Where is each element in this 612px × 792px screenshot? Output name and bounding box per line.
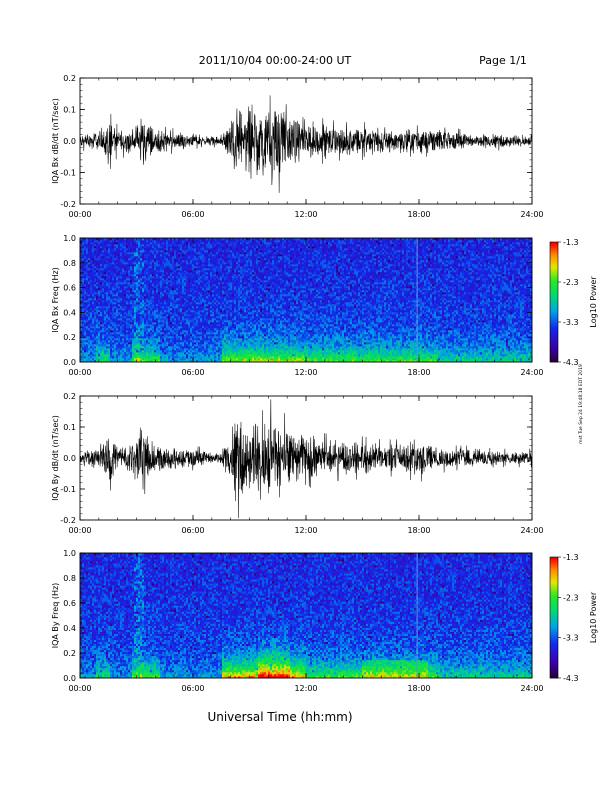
y-tick-label: -0.1 (60, 169, 76, 178)
x-axis-label: Universal Time (hh:mm) (207, 710, 352, 724)
colorbar-tick-label: -4.3 (563, 674, 579, 683)
y-tick-label: 1.0 (63, 234, 76, 243)
y-tick-label: 0.0 (63, 674, 76, 683)
y-axis-label: IQA Bx dB/dt (nT/sec) (51, 98, 60, 184)
x-tick-label: 24:00 (520, 368, 543, 377)
y-tick-label: 0.2 (63, 649, 76, 658)
colorbar-tick-label: -1.3 (563, 238, 579, 247)
panel-4: -1.3 -2.3 -3.3 -4.3 Log10 Power 00:00 06:00 12:… (51, 549, 598, 693)
y-axis-label: IQA Bx Freq (Hz) (51, 267, 60, 333)
y-tick-label: 0.4 (63, 308, 76, 317)
x-tick-label: 24:00 (520, 210, 543, 219)
timestamp-stamp: mst Tue Sep 24 19:48:18 EDT 2019 (578, 364, 584, 444)
colorbar-tick-label: -2.3 (563, 593, 579, 602)
x-tick-label: 12:00 (294, 210, 317, 219)
y-tick-label: 1.0 (63, 549, 76, 558)
x-tick-label: 00:00 (68, 526, 91, 535)
colorbar: -1.3 -2.3 -3.3 -4.3 Log10 Power (550, 553, 598, 683)
x-tick-label: 06:00 (181, 368, 204, 377)
y-tick-label: 0.0 (63, 137, 76, 146)
figure: 2011/10/04 00:00-24:00 UT Page 1/1 00:00… (0, 0, 612, 792)
colorbar-tick-label: -2.3 (563, 278, 579, 287)
x-tick-label: 24:00 (520, 684, 543, 693)
colorbar: -1.3 -2.3 -3.3 -4.3 Log10 Power (550, 238, 598, 367)
x-tick-label: 18:00 (407, 368, 430, 377)
y-tick-label: 0.2 (63, 333, 76, 342)
y-tick-label: 0.2 (63, 392, 76, 401)
figure-title: 2011/10/04 00:00-24:00 UT (199, 54, 352, 67)
x-tick-label: 24:00 (520, 526, 543, 535)
x-tick-label: 00:00 (68, 368, 91, 377)
x-tick-label: 18:00 (407, 684, 430, 693)
colorbar-tick-label: -3.3 (563, 318, 579, 327)
y-tick-label: 0.8 (63, 259, 76, 268)
colorbar-tick-label: -1.3 (563, 553, 579, 562)
y-tick-label: -0.2 (60, 516, 76, 525)
colorbar-tick-label: -4.3 (563, 358, 579, 367)
y-tick-label: 0.0 (63, 358, 76, 367)
x-tick-label: 00:00 (68, 210, 91, 219)
y-tick-label: 0.4 (63, 624, 76, 633)
y-tick-label: 0.6 (63, 599, 76, 608)
y-axis-label: IQA By dB/dt (nT/sec) (51, 415, 60, 501)
y-tick-label: 0.2 (63, 74, 76, 83)
colorbar-label: Log10 Power (589, 591, 598, 643)
x-tick-label: 18:00 (407, 526, 430, 535)
colorbar-tick-label: -3.3 (563, 634, 579, 643)
panel-3: 00:00 06:00 12:00 18:00 24:00 -0.2 -0.1 0.0 0.1 0… (51, 392, 544, 535)
x-tick-label: 18:00 (407, 210, 430, 219)
panel-2: -1.3 -2.3 -3.3 -4.3 Log10 Power 00:00 06:00 12:… (51, 234, 598, 377)
y-axis-label: IQA By Freq (Hz) (51, 583, 60, 649)
x-tick-label: 00:00 (68, 684, 91, 693)
y-tick-label: 0.8 (63, 574, 76, 583)
y-tick-label: 0.1 (63, 106, 76, 115)
x-tick-label: 12:00 (294, 368, 317, 377)
panel-1: 00:00 06:00 12:00 18:00 24:00 -0.2 -0.1 0.0 0.1 0… (51, 74, 544, 219)
colorbar-label: Log10 Power (589, 276, 598, 328)
x-tick-label: 12:00 (294, 526, 317, 535)
heatmap-cells (80, 553, 532, 678)
heatmap-cells (80, 238, 532, 362)
y-tick-label: 0.0 (63, 454, 76, 463)
y-tick-label: -0.2 (60, 200, 76, 209)
y-tick-label: 0.1 (63, 423, 76, 432)
x-tick-label: 06:00 (181, 210, 204, 219)
panels: 00:00 06:00 12:00 18:00 24:00 -0.2 -0.1 0.0 0.1 0… (51, 74, 598, 693)
page-number: Page 1/1 (479, 54, 527, 67)
y-tick-label: -0.1 (60, 485, 76, 494)
x-tick-label: 12:00 (294, 684, 317, 693)
y-tick-label: 0.6 (63, 284, 76, 293)
x-tick-label: 06:00 (181, 684, 204, 693)
x-tick-label: 06:00 (181, 526, 204, 535)
